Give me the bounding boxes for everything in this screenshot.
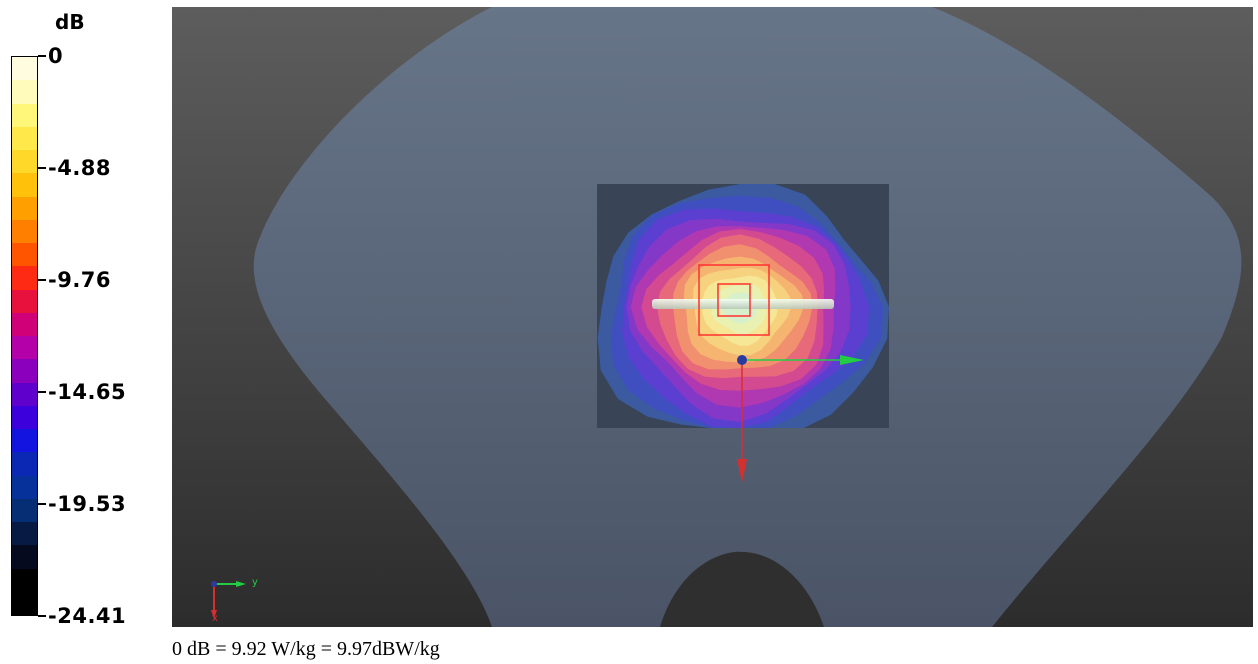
legend-swatch [12,173,37,197]
legend-label: -14.65 [48,380,127,404]
legend-unit-label: dB [55,10,85,34]
sar-hotspot [597,184,889,428]
legend-swatch [12,243,37,267]
zoom-cube-outer [698,264,770,336]
legend-label: 0 [48,44,64,68]
legend-swatch [12,545,37,569]
triad-y-arrowhead [236,581,246,587]
legend-label: -24.41 [48,604,127,628]
legend-label: -19.53 [48,492,127,516]
legend-swatch [12,429,37,453]
reference-caption: 0 dB = 9.92 W/kg = 9.97dBW/kg [172,638,440,660]
legend-tick [38,615,46,617]
triad-x-label: x [212,613,218,624]
scene-svg: y x [211,7,1242,627]
legend-swatch [12,591,37,615]
legend-swatch [12,196,37,220]
legend-label: -9.76 [48,268,112,292]
legend-swatch [12,452,37,476]
legend-tick [38,167,46,169]
legend-tick [38,55,46,57]
legend-swatch [12,126,37,150]
legend-swatch [12,266,37,290]
phantom-notch [660,552,824,627]
legend-label: -4.88 [48,156,112,180]
axis-y-arrowhead [840,355,864,365]
colorbar-scale [11,56,38,616]
3d-viewport[interactable]: y x [172,7,1253,627]
legend-swatch [12,498,37,522]
legend-swatch [12,312,37,336]
legend-swatch [12,80,37,104]
triad-y-label: y [252,577,258,588]
legend-swatch [12,522,37,546]
legend-swatch [12,336,37,360]
zoom-cube-inner [717,283,751,317]
legend-swatch [12,405,37,429]
legend-swatch [12,382,37,406]
antenna-bar [652,299,834,309]
orientation-triad: y x [211,577,258,624]
legend-swatch [12,57,37,81]
legend-swatch [12,359,37,383]
legend-swatch [12,150,37,174]
legend-swatch [12,103,37,127]
legend-tick [38,279,46,281]
triad-origin [211,581,217,587]
legend-tick [38,391,46,393]
legend-tick [38,503,46,505]
legend-swatch [12,568,37,592]
origin-marker [737,355,747,365]
legend-swatch [12,289,37,313]
legend-swatch [12,475,37,499]
triad-x-arrowhead [211,610,217,619]
axis-x-arrowhead [737,459,747,483]
legend-swatch [12,219,37,243]
